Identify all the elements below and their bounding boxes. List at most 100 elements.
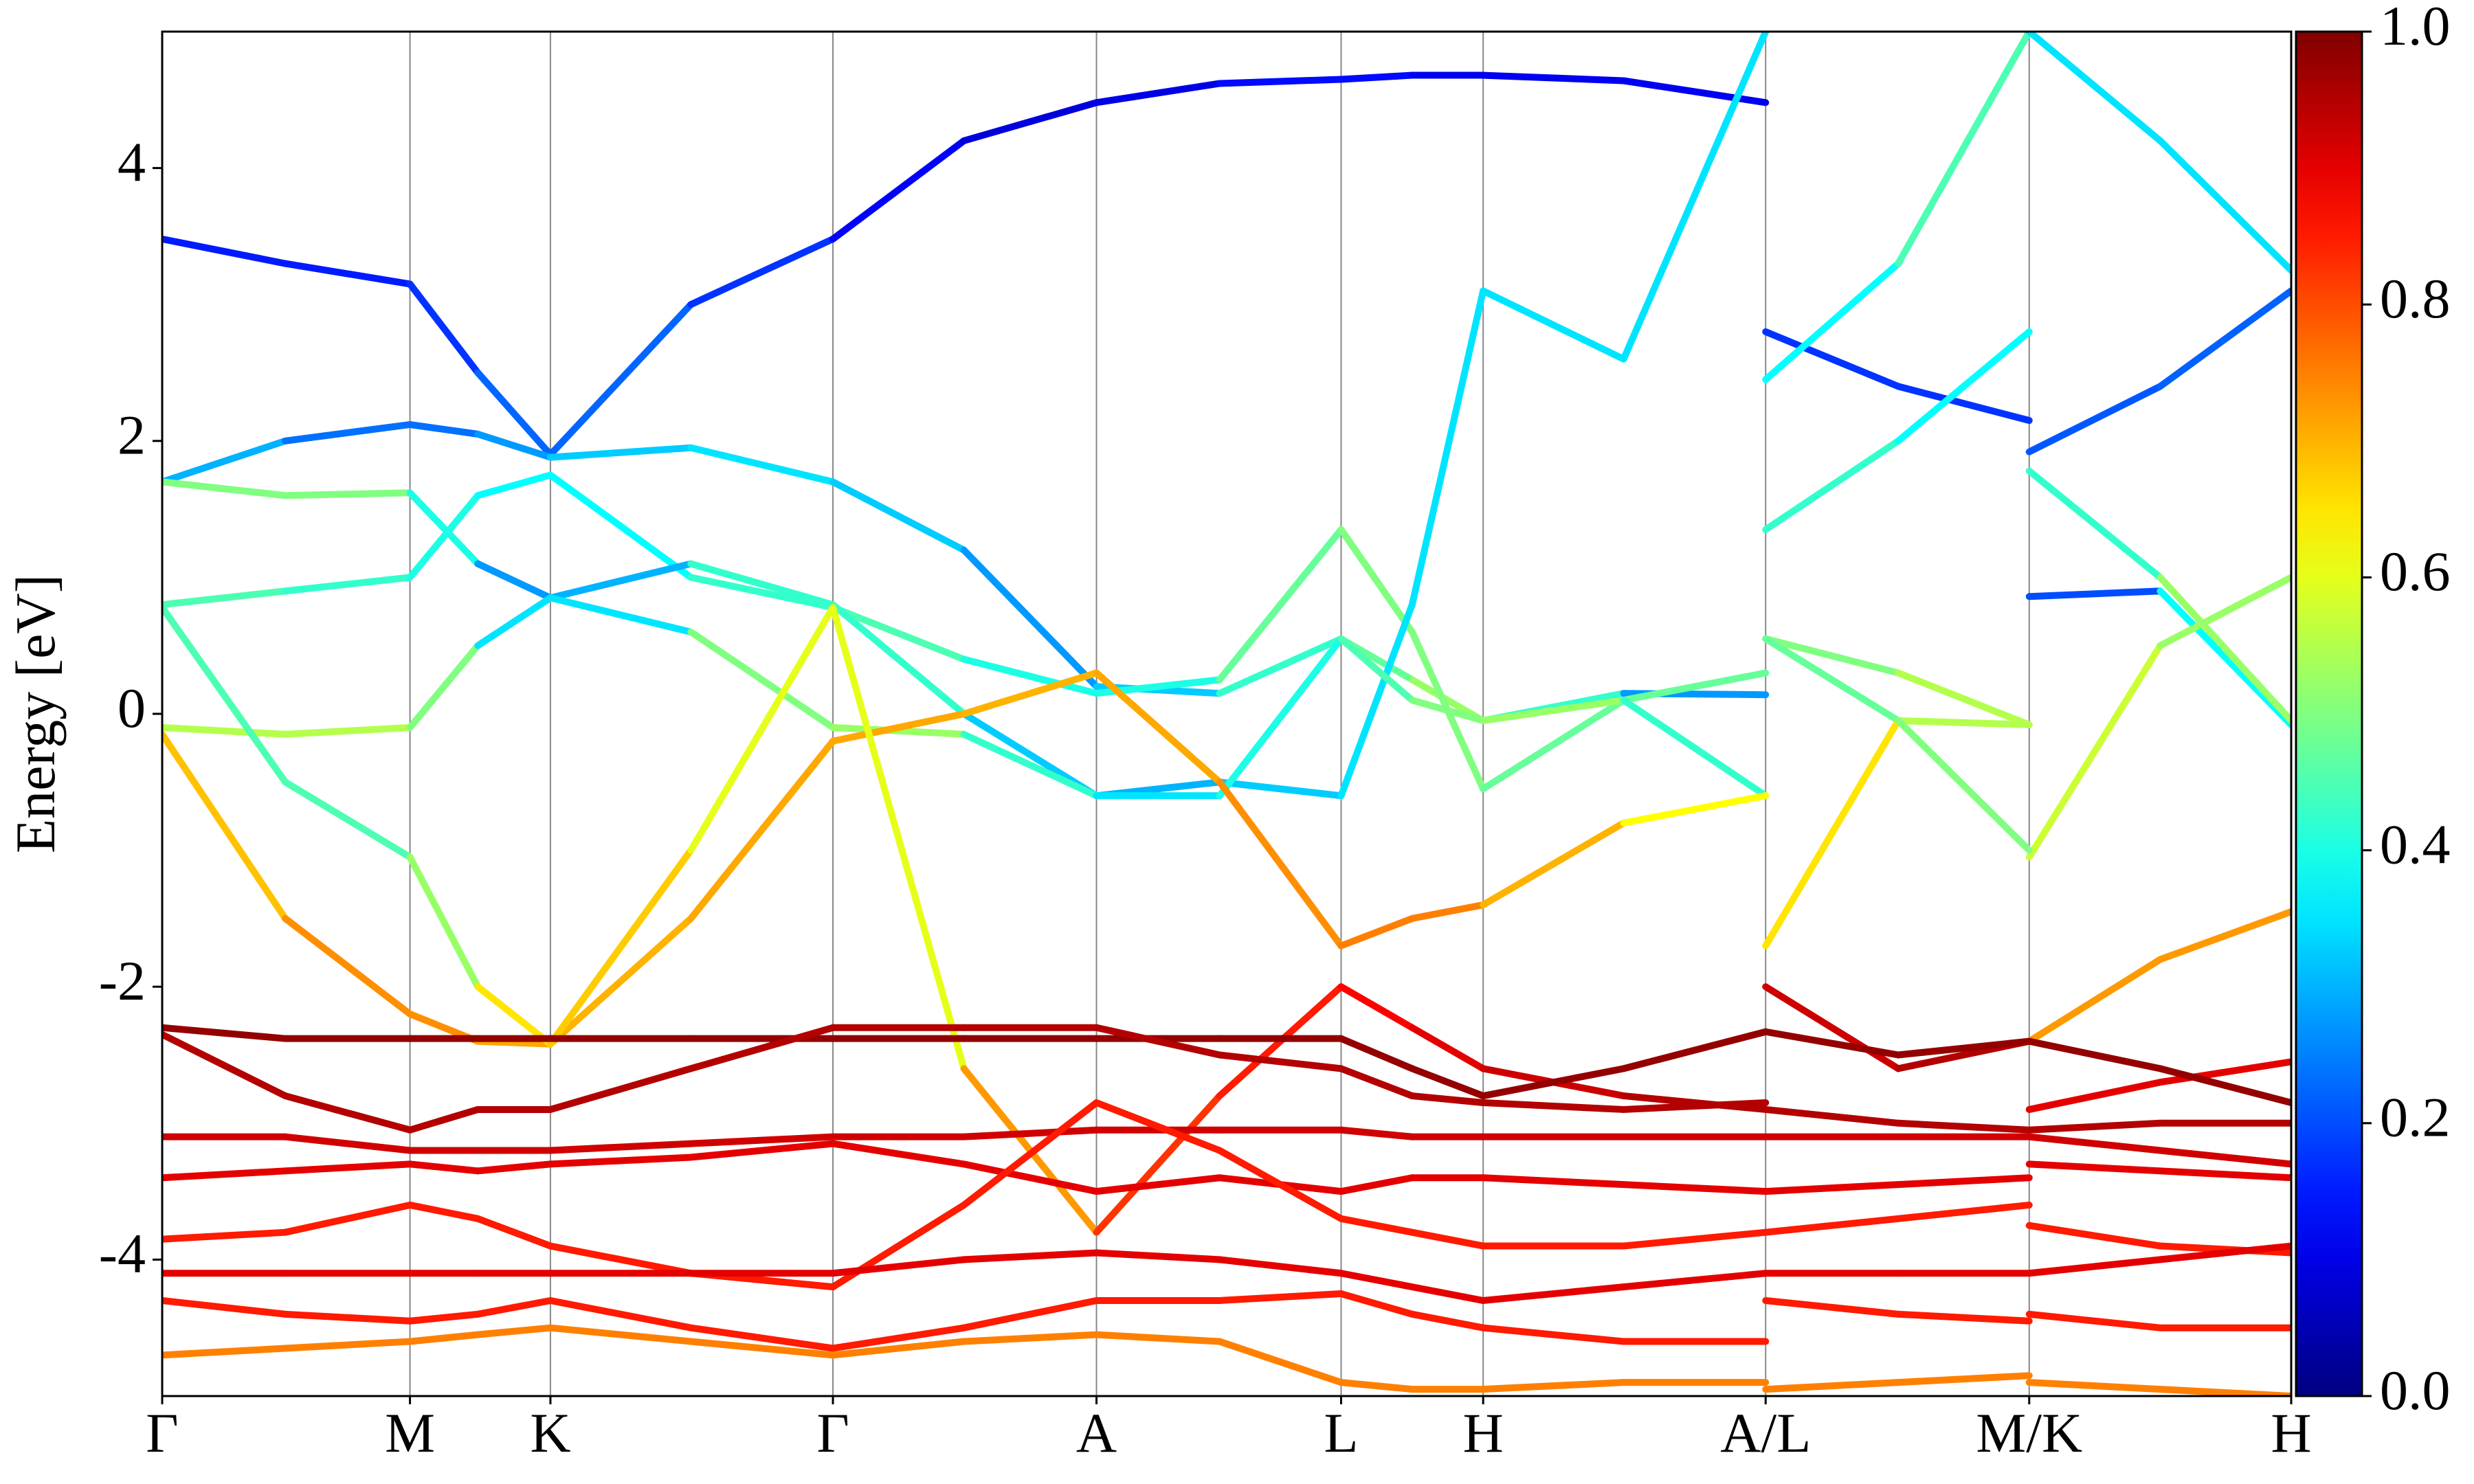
band-segment (1408, 697, 1487, 724)
band-segment (829, 1140, 968, 1168)
band-segment (282, 260, 414, 288)
band-segment (406, 420, 482, 438)
band-segment (162, 1296, 289, 1318)
band-segment (2025, 1119, 2164, 1134)
y-tick-label: 0 (118, 677, 146, 739)
band-segment (1895, 383, 2033, 425)
band-segment (2025, 1133, 2164, 1154)
band-segment (1480, 71, 1627, 85)
band-segment (474, 983, 554, 1048)
band-segment (1337, 1035, 1416, 1072)
band-segment (1480, 1283, 1627, 1304)
band-segment (546, 560, 695, 602)
band-segment (1480, 1099, 1627, 1113)
band-segment (474, 560, 554, 602)
band-segment (2157, 1058, 2291, 1086)
band-segment (1895, 717, 2033, 728)
band-segment (1408, 1283, 1487, 1304)
band-segment (406, 1201, 482, 1222)
band-segment (1895, 669, 2033, 728)
band-segment (829, 1338, 968, 1359)
band-segment (1480, 1065, 1627, 1100)
band-segment (687, 628, 837, 731)
band-segment (546, 1242, 695, 1277)
band-segment (282, 489, 414, 499)
band-segment (1337, 71, 1416, 83)
band-segment (1093, 1092, 1223, 1236)
band-segment (1620, 697, 1770, 800)
band-segment (829, 137, 968, 243)
band-segment (687, 444, 837, 486)
band-segment (406, 853, 482, 991)
band-segment (1337, 1065, 1416, 1100)
band-segment (687, 574, 837, 611)
band-segment (1895, 1174, 2033, 1189)
band-segment (282, 1133, 414, 1154)
band-segment (1216, 778, 1345, 949)
band-segment (546, 471, 695, 581)
band-segment (474, 1160, 554, 1175)
y-tick-label: -4 (99, 1222, 146, 1285)
band-segment (960, 1099, 1100, 1208)
band-segment (1216, 1147, 1345, 1222)
band-segment (1337, 1270, 1416, 1291)
band-segment (1093, 1099, 1223, 1154)
band-segment (2025, 1256, 2164, 1277)
band-segment (546, 301, 695, 458)
band-segment (1480, 1174, 1627, 1189)
x-tick-label: L (1324, 1402, 1358, 1464)
band-segment (1620, 669, 1770, 704)
band-segment (1408, 1065, 1487, 1100)
band-segment (1762, 635, 1902, 677)
band-segment (960, 1331, 1100, 1345)
band-segment (1337, 1379, 1416, 1393)
band-segment (1762, 1028, 1902, 1059)
band-segment (687, 604, 837, 854)
band-segment (162, 1024, 289, 1042)
band-segment (1408, 1024, 1487, 1072)
colorbar-tick-label: 0.6 (2380, 540, 2451, 603)
band-segment (1895, 328, 2033, 445)
band-segment (829, 1324, 968, 1352)
band-segment (1620, 1028, 1770, 1072)
band-segment (2025, 642, 2164, 861)
x-tick-label: M/K (1976, 1402, 2082, 1464)
band-segment (1480, 697, 1627, 724)
band-segment (1408, 1310, 1487, 1331)
band-segment (1216, 635, 1345, 697)
band-segment (2157, 137, 2291, 274)
band-segment (546, 1324, 695, 1345)
band-segment (1620, 1099, 1770, 1113)
band-segment (282, 914, 414, 1018)
band-segment (1216, 1051, 1345, 1072)
x-tick-label: M (385, 1402, 435, 1464)
band-segment (162, 437, 289, 486)
band-segment (282, 1092, 414, 1134)
band-segment (1620, 1270, 1770, 1291)
band-segment (406, 1310, 482, 1325)
band-segment (829, 604, 968, 663)
band-segment (1762, 717, 1902, 949)
band-segment (282, 723, 414, 738)
colorbar-tick-label: 0.2 (2380, 1086, 2451, 1149)
band-segment (1216, 1338, 1345, 1386)
band-segment (960, 730, 1100, 800)
colorbar-tick-label: 0.4 (2380, 813, 2451, 875)
band-segment (1337, 526, 1416, 636)
band-segment (687, 1133, 837, 1147)
band-segment (2025, 587, 2164, 600)
x-tick-label: H (1463, 1402, 1504, 1464)
band-segment (960, 1249, 1100, 1263)
band-segment (1093, 1249, 1223, 1263)
band-segment (282, 778, 414, 861)
band-segment (162, 1031, 289, 1100)
band-segment (282, 1160, 414, 1175)
band-segment (1480, 287, 1627, 363)
band-segment (960, 669, 1100, 717)
band-segment (1762, 983, 1902, 1072)
band-segment (162, 723, 289, 738)
band-segment (1337, 635, 1416, 704)
x-tick-label: H (2271, 1402, 2311, 1464)
band-segment (1480, 819, 1627, 909)
